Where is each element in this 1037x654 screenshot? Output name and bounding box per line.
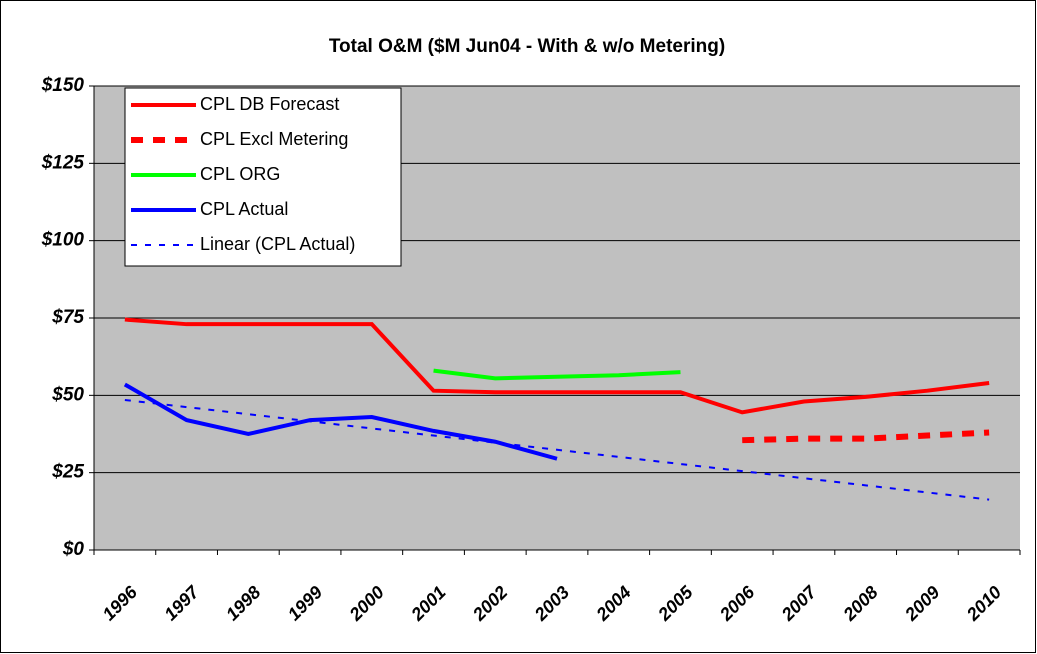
y-tick-label: $0 [62, 539, 85, 560]
y-tick-label: $50 [51, 384, 84, 405]
chart-title: Total O&M ($M Jun04 - With & w/o Meterin… [329, 36, 725, 57]
series-line [123, 382, 558, 461]
series-line [124, 317, 990, 415]
legend-label: CPL Excl Metering [200, 129, 348, 149]
series-line [742, 429, 990, 444]
legend-label: Linear (CPL Actual) [200, 234, 355, 254]
y-tick-label: $100 [41, 230, 85, 251]
legend-label: CPL Actual [200, 199, 288, 219]
series-line [124, 398, 990, 501]
legend-label: CPL DB Forecast [200, 94, 339, 114]
y-tick-label: $150 [41, 75, 85, 96]
y-tick-label: $25 [51, 462, 84, 483]
legend-label: CPL ORG [200, 164, 280, 184]
y-tick-label: $75 [51, 307, 84, 328]
series-line [433, 368, 681, 381]
y-tick-label: $125 [41, 152, 85, 173]
